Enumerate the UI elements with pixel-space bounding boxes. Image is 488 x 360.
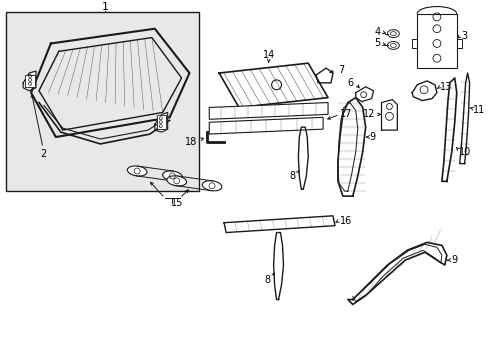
- Text: 4: 4: [374, 27, 380, 37]
- Ellipse shape: [163, 171, 182, 181]
- Text: 9: 9: [369, 132, 375, 142]
- Ellipse shape: [166, 176, 186, 186]
- Text: 11: 11: [471, 105, 484, 116]
- Text: 1: 1: [102, 2, 109, 12]
- Text: 9: 9: [451, 255, 457, 265]
- Text: 10: 10: [458, 147, 470, 157]
- Text: 8: 8: [289, 171, 295, 181]
- Ellipse shape: [202, 181, 222, 191]
- Text: 16: 16: [339, 216, 351, 226]
- Text: 15: 15: [171, 198, 183, 208]
- Text: 12: 12: [363, 109, 375, 120]
- Polygon shape: [209, 117, 323, 134]
- Text: 5: 5: [373, 39, 380, 49]
- Ellipse shape: [389, 32, 396, 36]
- Polygon shape: [209, 103, 327, 119]
- Bar: [25, 75, 35, 87]
- Bar: [157, 115, 165, 129]
- Text: 3: 3: [461, 31, 467, 41]
- Text: 2: 2: [40, 149, 46, 159]
- Text: 6: 6: [347, 78, 353, 88]
- Bar: [416, 14, 456, 68]
- Bar: [6, 12, 199, 191]
- Ellipse shape: [127, 166, 147, 176]
- Text: 14: 14: [262, 50, 274, 60]
- Text: 13: 13: [439, 82, 451, 92]
- Ellipse shape: [386, 30, 399, 37]
- Text: 7: 7: [337, 65, 344, 75]
- Text: 18: 18: [185, 137, 197, 147]
- Ellipse shape: [386, 41, 399, 49]
- Text: 17: 17: [339, 109, 351, 120]
- Text: 8: 8: [264, 275, 270, 285]
- Ellipse shape: [389, 44, 396, 48]
